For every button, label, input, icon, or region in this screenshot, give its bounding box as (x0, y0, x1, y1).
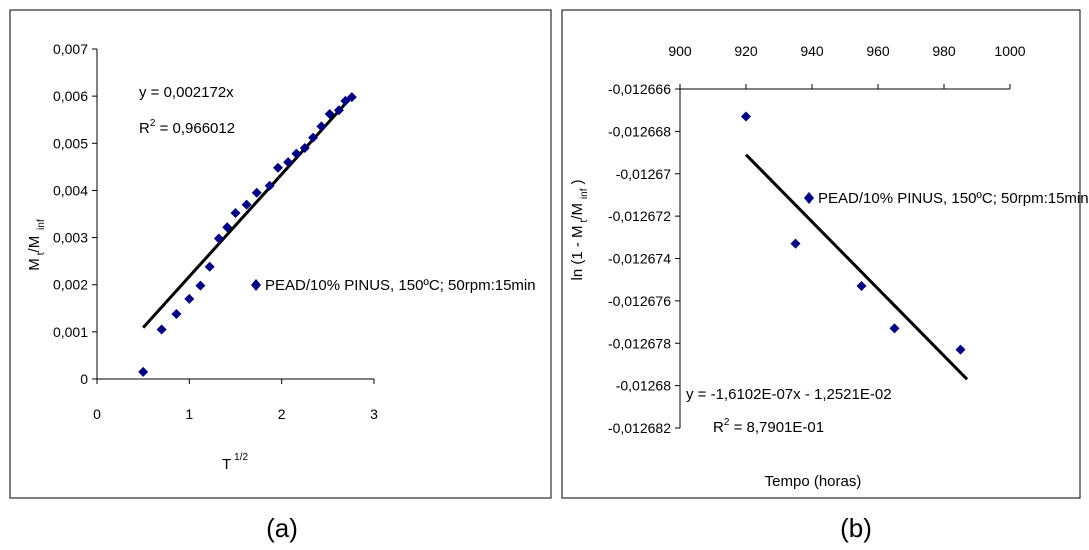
caption-a: (a) (266, 513, 298, 543)
y-tick-label: -0,01267 (616, 166, 671, 182)
chart-a-r2: R2 = 0,966012 (139, 118, 235, 137)
data-point (333, 105, 344, 116)
data-point (291, 148, 302, 159)
chart-b-y-ticks: -0,012666 -0,012668 -0,01267 -0,012672 -0,01… (608, 81, 680, 436)
y-tick-label: 0,005 (53, 135, 88, 151)
x-tick-label: 2 (278, 406, 286, 422)
data-point (316, 121, 327, 132)
chart-b-equation: y = -1,6102E-07x - 1,2521E-02 (686, 386, 892, 403)
x-tick-label: 940 (800, 43, 824, 59)
y-tick-label: 0,004 (53, 182, 88, 198)
chart-b-legend-marker (804, 192, 814, 204)
data-point (213, 233, 224, 244)
y-tick-label: 0,006 (53, 88, 88, 104)
y-tick-label: -0,012674 (608, 251, 671, 267)
chart-b-x-ticks: 900 920 940 960 980 1000 (668, 43, 1026, 89)
chart-b-x-label: Tempo (horas) (765, 473, 862, 490)
chart-a-points (138, 92, 357, 377)
data-point (204, 261, 215, 272)
data-point (230, 208, 241, 219)
chart-b-y-label: ln (1 - Mt/Minf) (569, 179, 590, 280)
y-tick-label: -0,01268 (616, 378, 671, 394)
data-point (251, 187, 262, 198)
chart-a-legend: PEAD/10% PINUS, 150ºC; 50rpm:15min (251, 277, 536, 294)
data-point (346, 92, 357, 103)
data-point (741, 111, 751, 122)
data-point (222, 222, 233, 233)
x-tick-label: 1 (185, 406, 193, 422)
data-point (340, 95, 351, 106)
x-tick-label: 960 (866, 43, 890, 59)
chart-b-points (741, 111, 966, 355)
y-tick-label: -0,012672 (608, 208, 671, 224)
y-tick-label: 0,003 (53, 230, 88, 246)
data-point (790, 238, 801, 249)
y-tick-label: 0,002 (53, 277, 88, 293)
chart-b-legend: PEAD/10% PINUS, 150ºC; 50rpm:15min (804, 190, 1089, 207)
x-tick-label: 920 (734, 43, 758, 59)
chart-a-x-label: T 1/2 (222, 452, 249, 473)
x-tick-label: 900 (668, 43, 692, 59)
chart-b: -0,012666 -0,012668 -0,01267 -0,012672 -0,01… (561, 9, 1089, 499)
chart-a-y-ticks: 0 0,001 0,002 0,003 0,004 0,005 0,006 0,007 (53, 41, 97, 387)
x-tick-label: 0 (93, 406, 101, 422)
data-point (324, 109, 335, 120)
chart-a-x-ticks: 0 1 2 3 (93, 379, 378, 422)
data-point (283, 157, 294, 168)
y-tick-label: -0,012668 (608, 123, 671, 139)
y-tick-label: -0,012678 (608, 335, 671, 351)
x-tick-label: 1000 (994, 43, 1025, 59)
data-point (156, 324, 167, 335)
data-point (889, 323, 900, 334)
chart-a-equation: y = 0,002172x (139, 84, 234, 101)
data-point (171, 308, 182, 319)
data-point (184, 293, 195, 304)
data-point (955, 344, 966, 355)
x-tick-label: 3 (370, 406, 378, 422)
chart-a-legend-label: PEAD/10% PINUS, 150ºC; 50rpm:15min (265, 277, 536, 294)
chart-a-y-label: Mt/Minf (26, 219, 47, 271)
y-tick-label: 0,007 (53, 41, 88, 57)
y-tick-label: -0,012676 (608, 293, 671, 309)
data-point (299, 143, 310, 153)
chart-b-frame (561, 9, 1081, 499)
caption-b: (b) (840, 513, 872, 543)
chart-b-trendline (744, 153, 969, 381)
y-tick-label: -0,012682 (608, 420, 671, 436)
chart-a: 0 0,001 0,002 0,003 0,004 0,005 0,006 0,007 0 1 2… (9, 9, 552, 499)
chart-b-legend-label: PEAD/10% PINUS, 150ºC; 50rpm:15min (818, 190, 1089, 207)
y-tick-label: 0,001 (53, 324, 88, 340)
chart-a-frame (9, 9, 552, 499)
data-point (264, 180, 275, 191)
chart-b-r2: R2 = 8,7901E-01 (713, 417, 824, 436)
data-point (138, 366, 149, 377)
data-point (272, 162, 283, 173)
data-point (195, 280, 206, 291)
data-point (856, 281, 867, 292)
x-tick-label: 980 (932, 43, 956, 59)
data-point (308, 132, 319, 143)
chart-a-legend-marker (251, 279, 261, 291)
y-tick-label: 0 (80, 371, 88, 387)
data-point (241, 199, 252, 210)
y-tick-label: -0,012666 (608, 81, 671, 97)
